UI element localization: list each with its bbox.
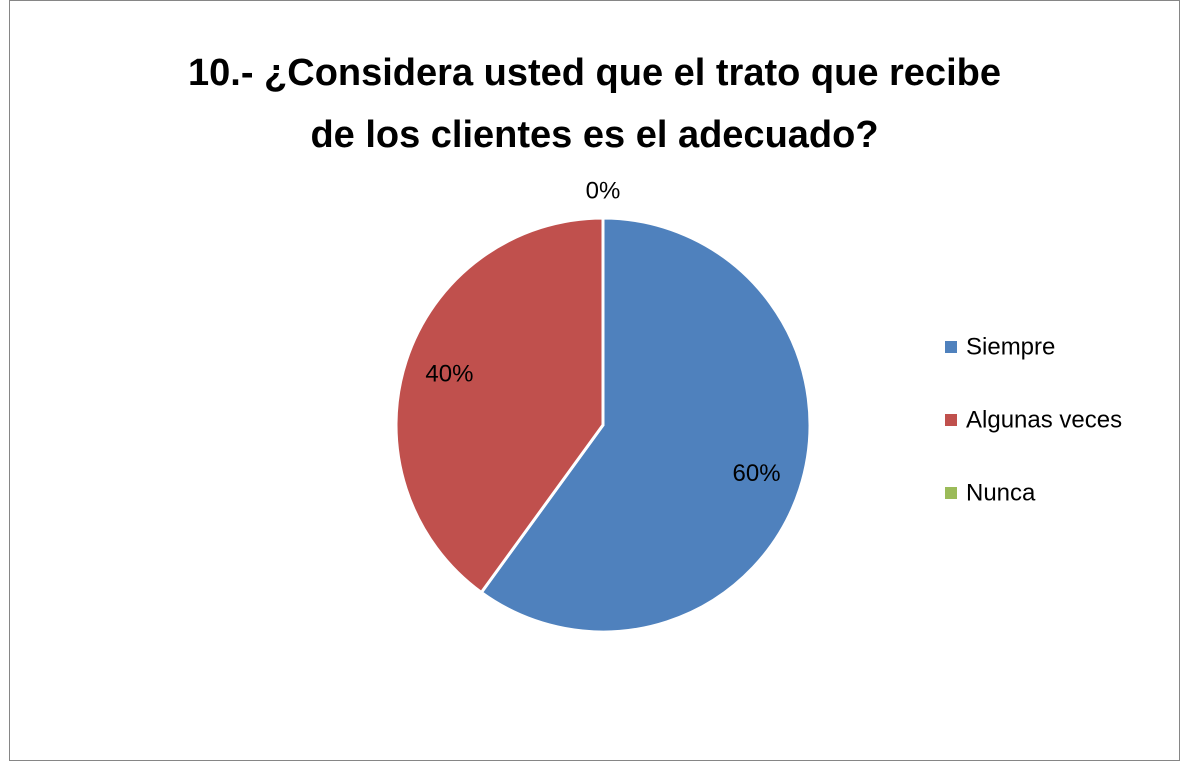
legend-label: Siempre: [966, 333, 1055, 360]
legend-label: Nunca: [966, 479, 1036, 506]
data-label: 60%: [733, 460, 781, 487]
legend-marker: [945, 341, 957, 353]
legend-label: Algunas veces: [966, 406, 1122, 433]
legend-marker: [945, 414, 957, 426]
data-label: 40%: [425, 360, 473, 387]
chart-title: 10.- ¿Considera usted que el trato que r…: [188, 52, 1001, 156]
data-label: 0%: [586, 177, 621, 204]
pie-slice: [479, 216, 812, 634]
pie-slice: [394, 216, 605, 594]
legend-marker: [945, 487, 957, 499]
